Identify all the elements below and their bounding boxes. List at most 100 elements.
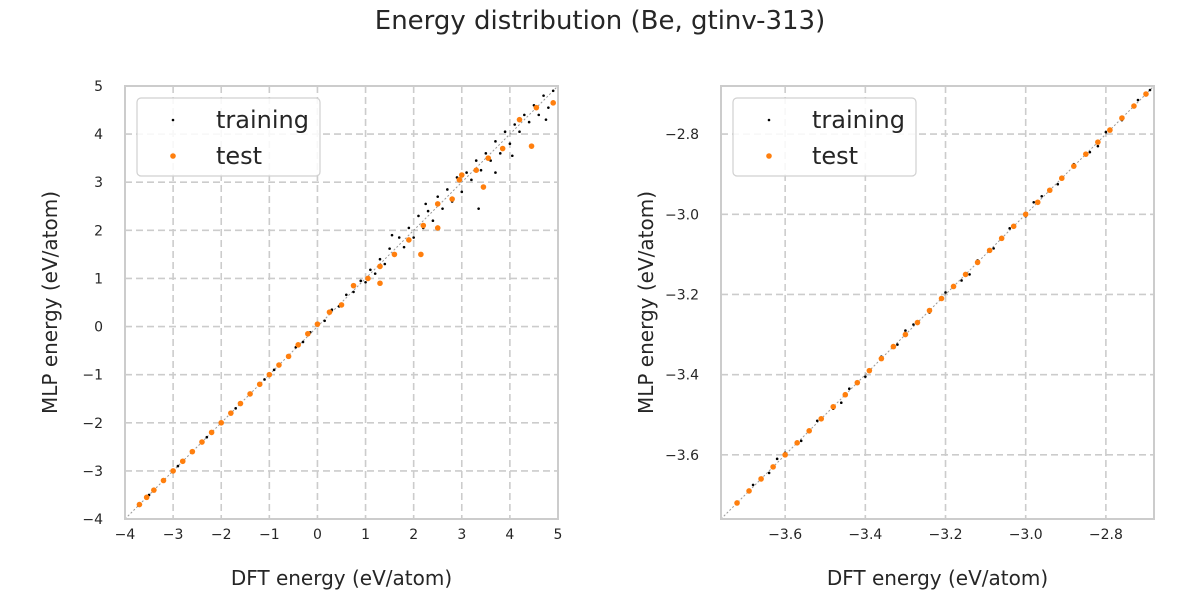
data-points [136,89,556,508]
test-point [285,353,292,360]
y-tick-label: −3.0 [665,207,699,223]
x-tick-label: 3 [457,527,466,543]
test-point [1071,163,1077,169]
training-point [407,226,411,230]
x-tick-label: −3.4 [848,527,882,543]
training-point [547,106,550,109]
y-tick-label: −3.4 [665,368,699,384]
test-point [806,427,813,434]
x-tick-label: 5 [554,527,563,543]
x-tick-label: −3.0 [1009,527,1043,543]
test-point [926,307,933,314]
test-point [818,415,825,422]
test-point [218,419,225,426]
test-point [305,330,311,337]
test-point [746,488,752,494]
test-point [458,172,465,178]
test-point [338,302,345,308]
x-tick-label: −2.8 [1089,527,1123,543]
training-point [205,435,209,439]
training-point [1040,194,1044,198]
test-point [866,367,873,374]
legend-label-training: training [812,106,905,134]
legend-marker-test [170,153,176,159]
test-point [434,201,441,207]
training-point [465,171,468,174]
training-point [767,471,771,475]
test-point [1107,127,1113,133]
test-point [902,331,909,338]
test-point [734,500,740,506]
figure-title: Energy distribution (Be, gtinv-313) [374,6,826,36]
x-axis-label: DFT energy (eV/atom) [231,566,452,590]
training-point [551,89,555,93]
x-tick-label: 4 [505,527,514,543]
x-tick-label: 0 [313,527,322,543]
test-point [890,343,897,350]
y-tick-label: 3 [94,175,103,191]
test-point [151,487,157,493]
training-point [1136,98,1140,102]
y-tick-label: −1 [82,368,103,384]
training-point [494,140,497,143]
training-point [388,247,391,250]
training-point [513,123,516,126]
left-scatter-panel: −4 −3 −2 −1 0 1 2 3 4 5 −4 −3 −2 −1 0 1 2 3 4 5 DFT energy (… [38,79,562,590]
training-point [474,159,478,162]
training-point [359,279,363,283]
x-tick-label: 1 [361,527,370,543]
test-point [986,247,993,254]
test-point [974,259,981,266]
y-tick-label: −4 [82,512,103,528]
training-point [751,483,755,487]
training-point [417,214,420,218]
axes-frame [720,85,1155,520]
test-point [1034,199,1041,206]
test-point [1083,151,1089,157]
test-point [189,448,196,455]
legend-box [732,97,917,177]
test-point [473,167,480,173]
training-point [460,190,464,194]
test-point [842,391,849,398]
x-tick-label: −3.6 [768,527,802,543]
test-point [1119,115,1125,121]
test-point [170,468,176,474]
test-point [499,145,506,152]
test-point [350,282,357,289]
test-point [1022,211,1029,218]
test-point [326,309,333,315]
legend-label-training: training [216,106,309,134]
training-point [1056,182,1060,186]
training-point [498,152,502,155]
training-point [544,118,548,121]
test-point [208,429,215,436]
training-point [1008,227,1011,230]
test-point [1143,91,1149,97]
test-point [485,155,492,161]
test-point [179,458,186,465]
x-tick-label: 2 [409,527,418,543]
test-point [516,116,523,123]
test-point [247,391,253,397]
training-point [494,171,497,174]
training-point [523,113,526,117]
test-point [938,295,945,302]
test-point [449,196,455,202]
training-point [815,419,819,423]
training-point [373,272,377,275]
training-point [864,375,867,378]
training-point [503,130,507,134]
test-point [962,271,969,278]
training-point [537,113,541,117]
test-point [420,222,427,229]
training-point [436,195,440,198]
training-point [412,236,415,239]
legend-label-test: test [216,142,262,170]
training-point [234,407,237,410]
legend-box [136,97,321,177]
test-point [1058,175,1065,182]
test-point [914,319,921,326]
test-point [480,184,487,190]
test-point [794,440,800,446]
